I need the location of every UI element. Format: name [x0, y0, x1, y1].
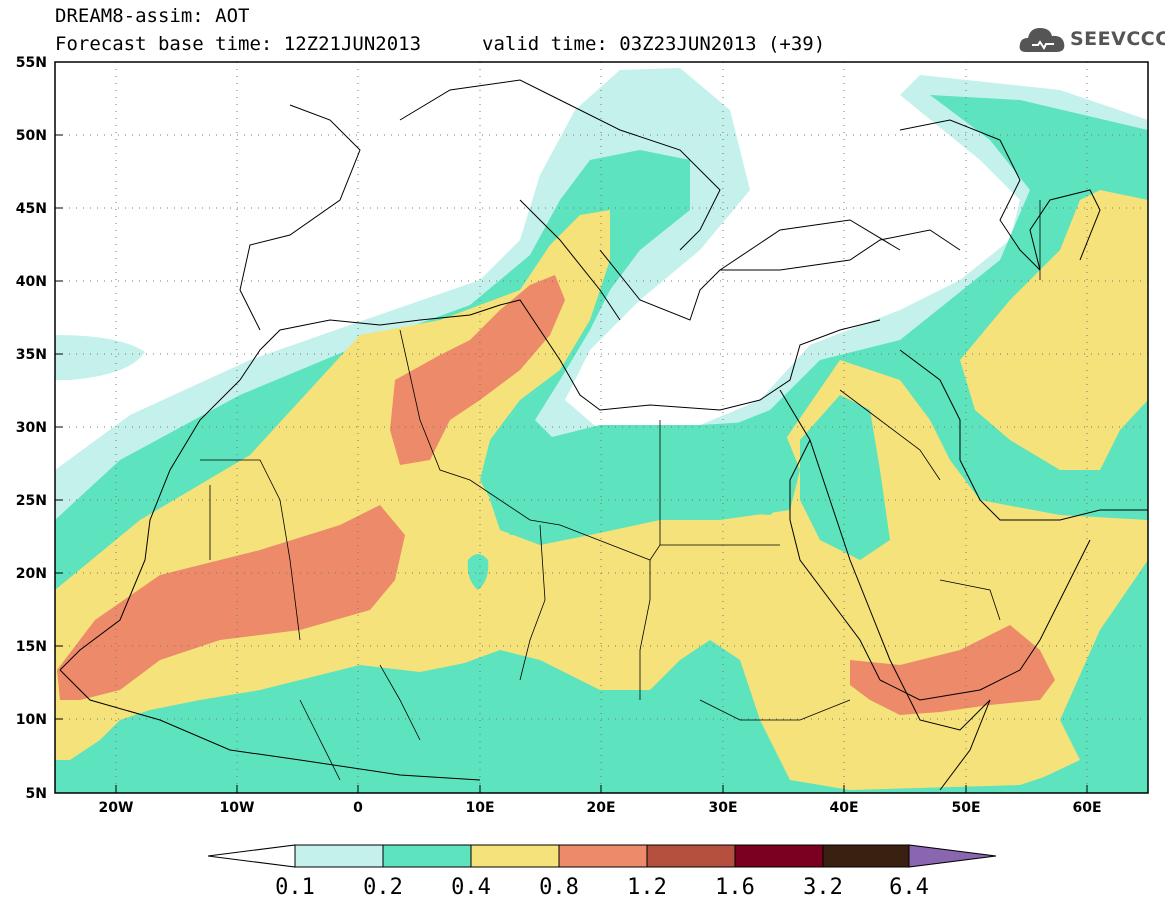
lat-label: 50N	[16, 128, 47, 144]
colorbar-swatch	[470, 844, 560, 868]
valid-time: valid time: 03Z23JUN2013 (+39)	[482, 33, 826, 55]
lon-label: 30E	[708, 800, 737, 816]
lat-label: 45N	[16, 201, 47, 217]
seevccc-logo: SEEVCCC	[1018, 22, 1165, 56]
lon-label: 20W	[99, 800, 134, 816]
latitude-labels: 55N 50N 45N 40N 35N 30N 25N 20N 15N 10N …	[16, 55, 47, 802]
colorbar-label: 0.1	[275, 875, 315, 900]
colorbar-swatch	[734, 844, 824, 868]
lat-label: 40N	[16, 274, 47, 290]
aot-band-0.2-spot	[467, 554, 489, 590]
aot-band-0.8-yemen	[850, 625, 1055, 715]
lat-label: 5N	[26, 786, 47, 802]
lon-label: 0	[353, 800, 363, 816]
colorbar-label: 0.2	[363, 875, 403, 900]
tick-marks	[55, 61, 1088, 793]
colorbar-label: 3.2	[803, 875, 843, 900]
colorbar-swatch	[382, 844, 472, 868]
longitude-labels: 20W 10W 0 10E 20E 30E 40E 50E 60E	[99, 800, 1102, 816]
colorbar: 0.1 0.2 0.4 0.8 1.2 1.6 3.2 6.4	[207, 844, 997, 900]
colorbar-label: 0.4	[451, 875, 491, 900]
aot-band-0.8-west	[57, 505, 405, 700]
lon-label: 40E	[829, 800, 858, 816]
lon-label: 20E	[586, 800, 615, 816]
colorbar-swatch	[822, 844, 910, 868]
lon-label: 50E	[951, 800, 980, 816]
lat-label: 30N	[16, 420, 47, 436]
colorbar-labels: 0.1 0.2 0.4 0.8 1.2 1.6 3.2 6.4	[275, 875, 929, 900]
graticule	[55, 62, 1148, 793]
lat-label: 35N	[16, 347, 47, 363]
colorbar-lower-arrow	[207, 844, 296, 868]
lat-label: 15N	[16, 639, 47, 655]
coastlines	[59, 79, 1148, 791]
lat-label: 20N	[16, 566, 47, 582]
aot-band-0.2-arabia	[800, 395, 890, 560]
aot-map: 55N 50N 45N 40N 35N 30N 25N 20N 15N 10N …	[16, 55, 1149, 816]
colorbar-upper-arrow	[908, 844, 997, 868]
colorbar-label: 6.4	[889, 875, 929, 900]
country-borders	[200, 200, 1041, 781]
colorbar-swatch	[646, 844, 736, 868]
lat-label: 55N	[16, 55, 47, 71]
aot-band-0.4	[55, 210, 1148, 793]
lat-label: 25N	[16, 493, 47, 509]
aot-band-0.2-egypt	[490, 420, 800, 545]
lon-label: 10W	[220, 800, 255, 816]
colorbar-swatch	[558, 844, 648, 868]
lon-label: 10E	[465, 800, 494, 816]
colorbar-swatch	[294, 844, 384, 868]
aot-field	[55, 62, 1148, 793]
aot-band-0.4-east	[960, 190, 1148, 470]
aot-band-0.8-algeria	[390, 275, 565, 465]
aot-band-0.1-blob	[55, 335, 145, 380]
logo-text: SEEVCCC	[1070, 28, 1165, 50]
colorbar-label: 1.6	[715, 875, 755, 900]
lon-label: 60E	[1072, 800, 1101, 816]
colorbar-label: 1.2	[627, 875, 667, 900]
map-title: DREAM8-assim: AOT	[55, 5, 250, 27]
lat-label: 10N	[16, 712, 47, 728]
aot-band-0.2-sahel	[70, 640, 1090, 793]
forecast-base-time: Forecast base time: 12Z21JUN2013	[55, 33, 422, 55]
cloud-icon	[1019, 28, 1065, 52]
colorbar-label: 0.8	[539, 875, 579, 900]
